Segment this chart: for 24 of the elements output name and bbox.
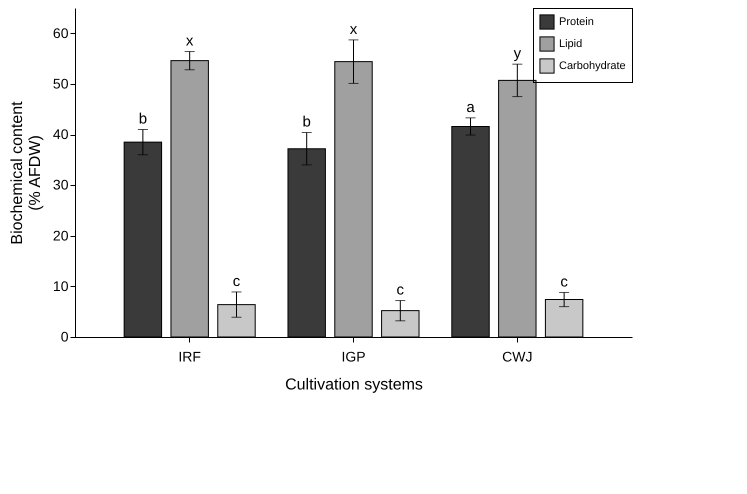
annotation: a (466, 98, 476, 116)
annotation: c (396, 282, 405, 299)
y-tick-label: 0 (60, 328, 69, 344)
y-tick-label: 50 (52, 75, 69, 92)
annotation: y (514, 45, 522, 62)
y-axis-title: Biochemical content (% AFDW) (8, 100, 44, 245)
y-tick-label: 60 (52, 24, 69, 41)
annotation: b (302, 114, 311, 131)
y-tick-label: 10 (52, 278, 69, 294)
y-tick-label: 30 (52, 176, 69, 193)
annotation: x (186, 32, 194, 50)
annotation: x (350, 20, 358, 38)
legend-label: Protein (559, 16, 594, 28)
x-axis-title: Cultivation systems (285, 376, 423, 394)
annotation: b (138, 110, 148, 128)
x-tick-label: IGP (341, 348, 366, 364)
y-tick-label: 20 (52, 227, 69, 244)
y-tick-label: 40 (52, 126, 69, 142)
annotation: c (560, 273, 568, 290)
annotation: c (232, 272, 241, 290)
legend-label: Carbohydrate (559, 60, 626, 72)
x-tick-label: CWJ (502, 348, 532, 364)
legend-label: Lipid (559, 38, 582, 50)
x-tick-label: IRF (178, 348, 201, 364)
